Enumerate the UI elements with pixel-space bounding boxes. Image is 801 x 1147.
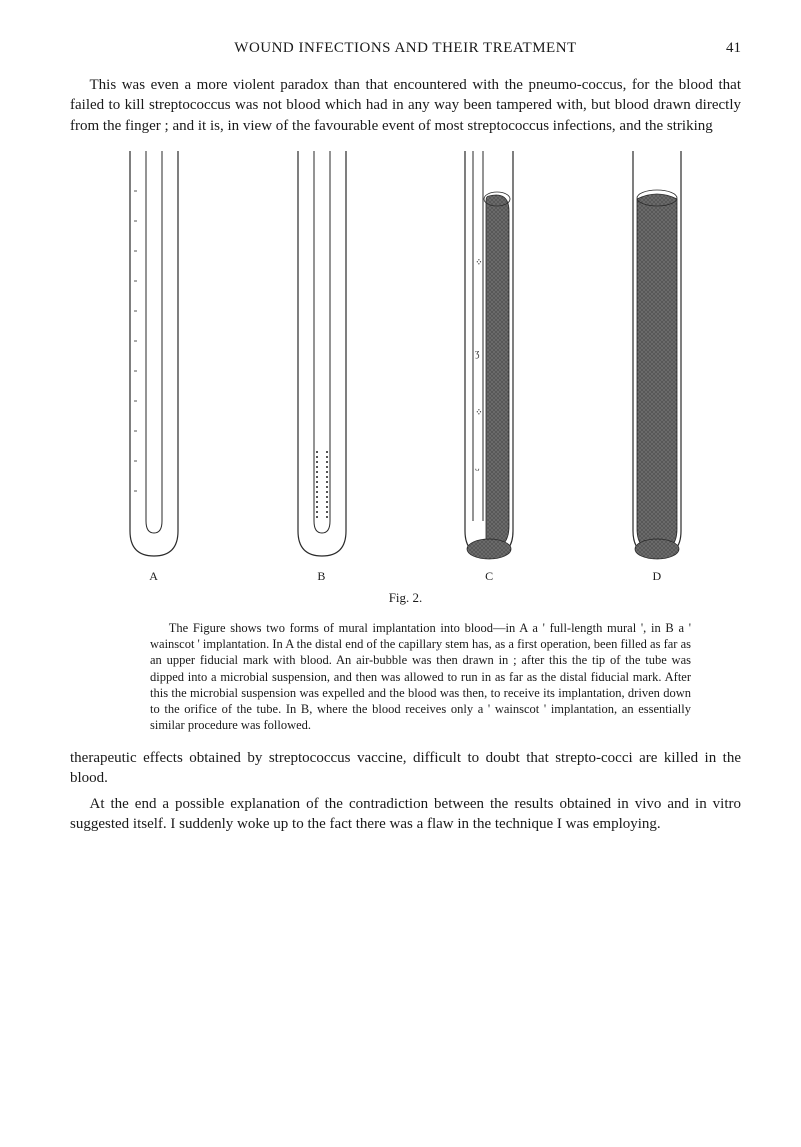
svg-text:ʒ: ʒ — [475, 348, 480, 359]
tube-C-label: C — [485, 569, 494, 584]
tubes-row: A B — [70, 154, 741, 584]
body-paragraph-1: This was even a more violent paradox tha… — [70, 75, 741, 136]
tube-A-label: A — [149, 569, 158, 584]
svg-text:ᴗ: ᴗ — [475, 463, 480, 473]
tube-C: ᠅ ʒ ᠅ ᴗ — [459, 151, 519, 561]
page-number: 41 — [711, 40, 741, 57]
tube-D-label: D — [653, 569, 662, 584]
svg-text:᠅: ᠅ — [474, 258, 482, 269]
tube-C-wrap: ᠅ ʒ ᠅ ᴗ C — [459, 151, 519, 584]
tube-D — [627, 151, 687, 561]
tube-B-label: B — [317, 569, 326, 584]
tube-B-wrap: B — [292, 151, 352, 584]
tube-B — [292, 151, 352, 561]
svg-text:᠅: ᠅ — [474, 408, 482, 419]
tube-A — [124, 151, 184, 561]
running-header: WOUND INFECTIONS AND THEIR TREATMENT — [100, 40, 711, 57]
body-paragraph-3: At the end a possible explanation of the… — [70, 794, 741, 835]
tube-D-wrap: D — [627, 151, 687, 584]
page: WOUND INFECTIONS AND THEIR TREATMENT 41 … — [0, 0, 801, 1147]
body-paragraph-2: therapeutic effects obtained by streptoc… — [70, 748, 741, 789]
figure-caption: The Figure shows two forms of mural impl… — [150, 620, 691, 734]
figure-label: Fig. 2. — [70, 590, 741, 606]
tube-A-wrap: A — [124, 151, 184, 584]
header-line: WOUND INFECTIONS AND THEIR TREATMENT 41 — [70, 40, 741, 57]
figure-2: A B — [70, 154, 741, 734]
